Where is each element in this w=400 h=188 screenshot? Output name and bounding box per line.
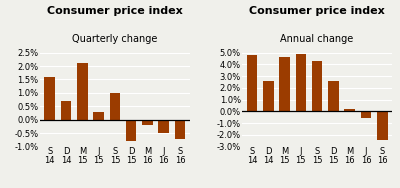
- Bar: [175, 120, 185, 139]
- Bar: [279, 57, 290, 111]
- Bar: [344, 109, 355, 111]
- Bar: [61, 101, 71, 120]
- Bar: [110, 93, 120, 120]
- Text: Consumer price index: Consumer price index: [249, 6, 385, 16]
- Bar: [126, 120, 136, 141]
- Bar: [328, 81, 339, 111]
- Bar: [77, 63, 88, 120]
- Bar: [142, 120, 153, 125]
- Text: Annual change: Annual change: [280, 34, 354, 44]
- Bar: [296, 54, 306, 111]
- Bar: [44, 77, 55, 120]
- Bar: [263, 81, 274, 111]
- Text: Quarterly change: Quarterly change: [72, 34, 158, 44]
- Bar: [361, 111, 371, 118]
- Bar: [93, 112, 104, 120]
- Bar: [247, 55, 257, 111]
- Bar: [312, 61, 322, 111]
- Bar: [158, 120, 169, 133]
- Text: Consumer price index: Consumer price index: [47, 6, 183, 16]
- Bar: [377, 111, 388, 140]
